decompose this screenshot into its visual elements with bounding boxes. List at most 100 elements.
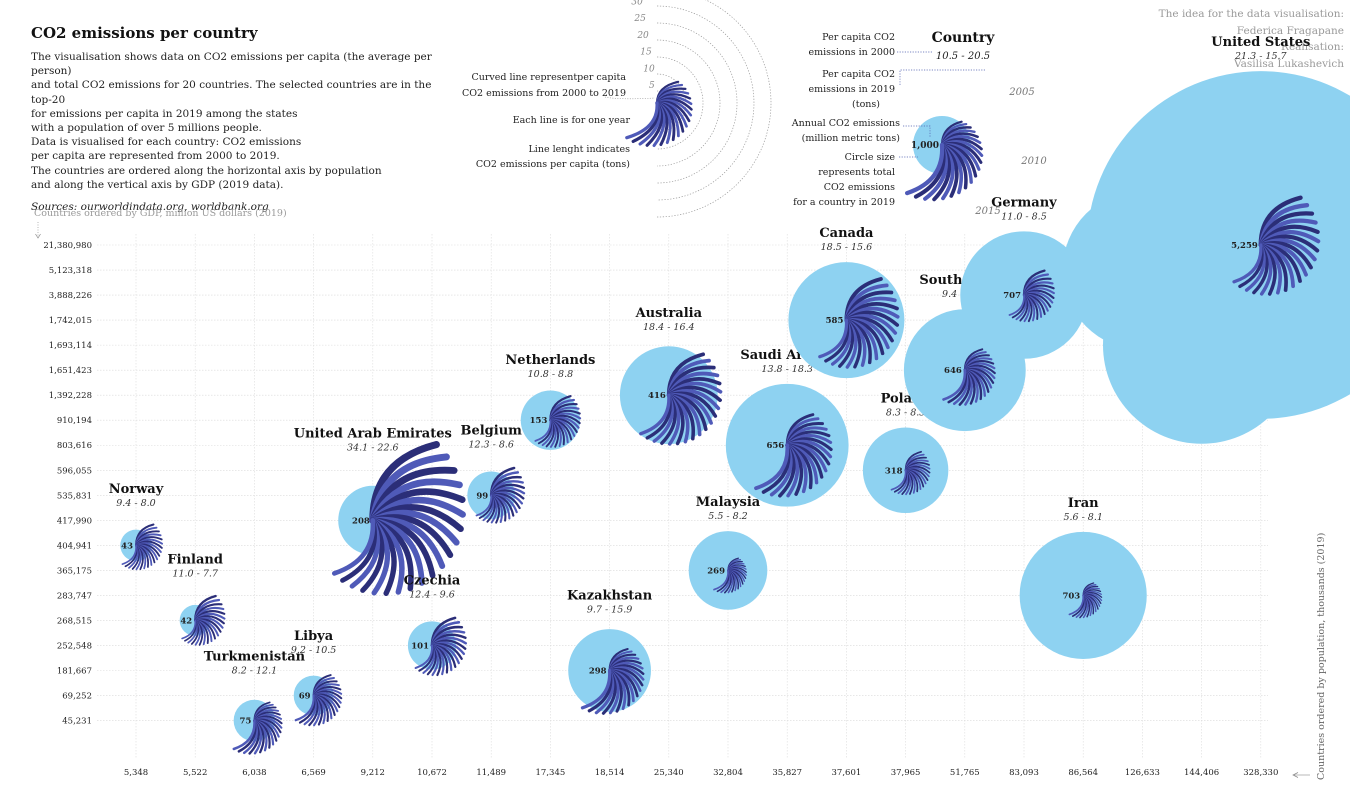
per-capita-range: 11.0 - 8.5 (1001, 211, 1047, 222)
year-blade (890, 469, 907, 491)
y-tick-label: 45,231 (62, 717, 92, 727)
legend-year: 2010 (1020, 156, 1047, 167)
x-tick-label: 6,569 (301, 768, 325, 778)
scale-arc (656, 56, 704, 150)
scale-label: 15 (640, 48, 652, 58)
country-name: United Arab Emirates (294, 426, 452, 441)
legend-text: Circle size (845, 152, 896, 163)
scale-label: 5 (649, 81, 655, 91)
x-tick-label: 6,038 (242, 768, 266, 778)
year-blade (534, 419, 552, 442)
y-tick-label: 252,548 (57, 641, 92, 651)
sources-text: Sources: ourworldindata.org, worldbank.o… (31, 201, 269, 214)
legend-leader (903, 125, 931, 138)
total-emissions-value: 703 (1062, 591, 1080, 601)
x-axis-title: Countries ordered by population, thousan… (1316, 533, 1327, 780)
x-tick-label: 35,827 (772, 768, 802, 778)
x-tick-label: 32,804 (713, 768, 743, 778)
y-tick-label: 910,194 (57, 416, 92, 426)
country-name: Kazakhstan (567, 588, 653, 603)
total-emissions-value: 5,259 (1231, 241, 1258, 251)
legend-text: emissions in 2000 (808, 47, 895, 58)
legend-circle-value: 1,000 (911, 141, 939, 151)
total-emissions-value: 707 (1003, 291, 1021, 301)
x-tick-label: 86,564 (1068, 768, 1098, 778)
y-tick-label: 1,693,114 (49, 341, 92, 351)
year-blade (331, 517, 376, 576)
y-tick-label: 21,380,980 (43, 241, 92, 251)
total-emissions-value: 298 (589, 667, 607, 677)
year-blade (1068, 594, 1085, 616)
total-emissions-value: 208 (352, 516, 370, 526)
x-tick-label: 5,522 (183, 768, 207, 778)
intro-line: The visualisation shows data on CO2 emis… (31, 51, 432, 78)
year-blade (294, 694, 315, 722)
scale-label: 30 (631, 0, 643, 7)
per-capita-range: 18.4 - 16.4 (643, 322, 695, 333)
intro-line: and total CO2 emissions for 20 countries… (31, 79, 432, 106)
x-tick-label: 126,633 (1125, 768, 1160, 778)
country-name: Australia (635, 306, 703, 321)
total-emissions-value: 69 (299, 692, 311, 702)
legend-text: Curved line representper capita (471, 72, 626, 83)
per-capita-range: 9.4 - 8.0 (116, 498, 155, 509)
per-capita-range: 12.4 - 9.6 (409, 590, 455, 601)
credit-line: The idea for the data visualisation: (1158, 8, 1344, 20)
emissions-blades (181, 594, 226, 646)
intro-line: for emissions per capita in 2019 among t… (31, 107, 298, 120)
year-blade (818, 318, 849, 359)
total-emissions-value: 646 (944, 366, 962, 376)
emissions-blades (232, 701, 283, 755)
per-capita-range: 9.2 - 10.5 (291, 645, 337, 656)
emissions-blades (414, 616, 468, 677)
country-name: Finland (167, 553, 223, 568)
intro-line: per capita are represented from 2000 to … (31, 150, 280, 163)
emissions-blades (475, 466, 526, 524)
x-tick-label: 5,348 (124, 768, 148, 778)
legend-text: for a country in 2019 (793, 197, 895, 208)
legend-year: 2015 (974, 206, 1000, 217)
year-blade (904, 142, 945, 196)
legend-text: Line lenght indicates (529, 144, 631, 155)
year-blade (1008, 294, 1025, 316)
per-capita-range: 8.2 - 12.1 (232, 665, 278, 676)
per-capita-range: 13.8 - 18.3 (761, 364, 813, 375)
page-title: CO2 emissions per country (31, 24, 258, 42)
country-name: Czechia (404, 574, 461, 589)
country-name: United States (1211, 35, 1310, 50)
y-tick-label: 417,990 (57, 516, 92, 526)
country-name: Belgium (460, 424, 522, 439)
year-blade (1232, 243, 1263, 284)
country-name: Iran (1068, 496, 1099, 511)
legend-range: 10.5 - 20.5 (936, 51, 990, 62)
emissions-blades (121, 523, 164, 571)
y-tick-label: 3,888,226 (49, 291, 92, 301)
year-blade (639, 393, 671, 436)
intro-block: CO2 emissions per country The visualisat… (31, 24, 441, 214)
per-capita-range: 5.6 - 8.1 (1063, 512, 1102, 523)
y-tick-label: 181,667 (57, 667, 92, 677)
emissions-blades (639, 352, 723, 446)
total-emissions-value: 99 (476, 491, 488, 501)
total-emissions-value: 318 (885, 466, 903, 476)
year-blade (121, 544, 137, 565)
credits-block: The idea for the data visualisation: Fed… (1159, 6, 1344, 72)
year-blade (754, 443, 790, 491)
x-tick-label: 51,765 (950, 768, 980, 778)
total-emissions-value: 585 (826, 316, 844, 326)
emissions-blades (1068, 582, 1103, 619)
emissions-blades (890, 450, 931, 496)
y-tick-label: 268,515 (57, 616, 92, 626)
legend-leader (604, 96, 656, 100)
emissions-blades (818, 277, 900, 369)
legend-country-title: Country (932, 30, 996, 46)
legend-text: represents total (818, 167, 895, 178)
per-capita-range: 11.0 - 7.7 (172, 569, 218, 580)
